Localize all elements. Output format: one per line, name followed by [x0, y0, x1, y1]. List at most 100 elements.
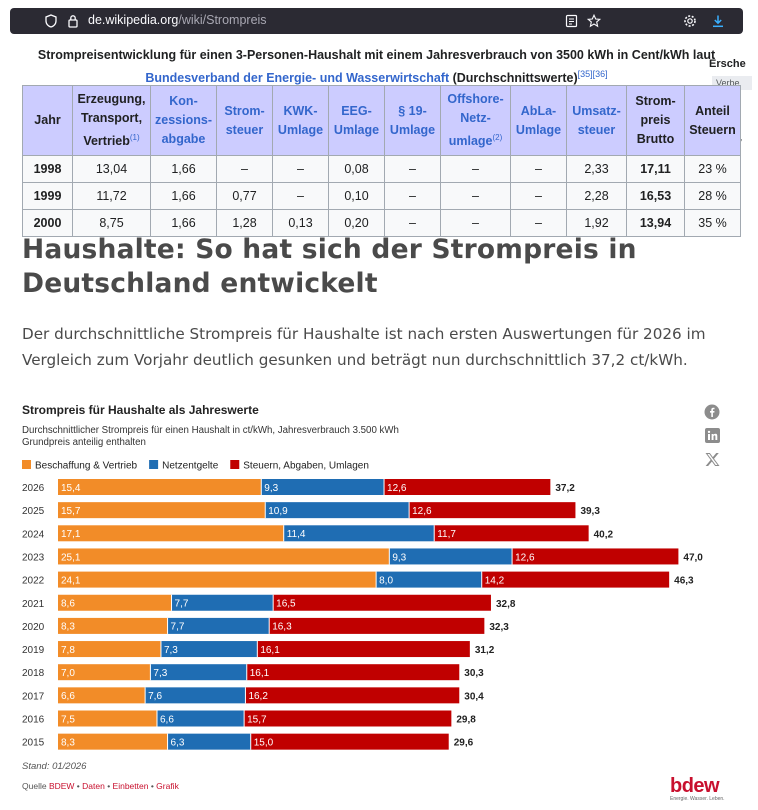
bar-segment: [512, 548, 679, 565]
table-header-label: Jahr: [34, 113, 61, 127]
bar-segment: [283, 525, 435, 542]
legend-label-0: Beschaffung & Vertrieb: [35, 461, 138, 472]
bar-value-label: 16,2: [248, 691, 268, 702]
bar-segment: [58, 687, 146, 704]
bar-segment: [58, 664, 151, 681]
url-text[interactable]: de.wikipedia.org/wiki/Strompreis: [88, 13, 267, 27]
source-link-einbetten[interactable]: Einbetten: [112, 781, 149, 791]
linkedin-icon[interactable]: [703, 426, 721, 444]
table-header-8[interactable]: AbLa-Umlage: [510, 85, 567, 156]
table-cell: –: [272, 155, 329, 183]
table-cell: 2,28: [566, 182, 627, 210]
settings-gear-icon[interactable]: [681, 12, 699, 30]
bar-segment: [409, 502, 576, 519]
bar-segment: [171, 594, 274, 611]
bar-segment: [58, 641, 161, 658]
reader-view-icon[interactable]: [562, 12, 580, 30]
year-tick-label: 2021: [22, 599, 45, 610]
table-header-9[interactable]: Umsatz-steuer: [566, 85, 627, 156]
source-link-daten[interactable]: Daten: [82, 781, 105, 791]
table-cell: 23 %: [684, 155, 741, 183]
bar-segment: [273, 594, 491, 611]
bar-value-label: 11,4: [287, 529, 306, 540]
table-header-2[interactable]: Kon-zessions-abgabe: [150, 85, 217, 156]
table-cell: 2,33: [566, 155, 627, 183]
bar-segment: [145, 687, 246, 704]
bar-value-label: 15,7: [247, 714, 267, 725]
source-link-grafik[interactable]: Grafik: [156, 781, 179, 791]
table-cell: 28 %: [684, 182, 741, 210]
bar-segment: [58, 479, 262, 495]
bar-total-label: 30,4: [464, 691, 484, 702]
bar-value-label: 25,1: [61, 552, 81, 563]
chart-subtitle-line-1: Durchschnittlicher Strompreis für einen …: [22, 425, 399, 436]
caption-suffix: (Durchschnittswerte): [449, 71, 578, 86]
year-tick-label: 2023: [22, 552, 45, 563]
table-header-ref[interactable]: (1): [129, 132, 140, 142]
caption-line-1: Strompreisentwicklung für einen 3-Person…: [37, 48, 716, 62]
table-cell: 35 %: [684, 209, 741, 237]
article-intro: Der durchschnittliche Strompreis für Hau…: [22, 325, 706, 369]
year-tick-label: 2015: [22, 738, 45, 749]
bar-value-label: 12,6: [515, 552, 535, 563]
table-header-label: KWK-Umlage: [277, 103, 324, 137]
table-cell: –: [384, 155, 441, 183]
bookmark-star-icon[interactable]: [585, 12, 603, 30]
side-panel-quote: ‚: [740, 132, 743, 143]
lock-icon[interactable]: [64, 12, 82, 30]
table-header-11: Anteil Steuern: [684, 85, 741, 156]
wiki-table-caption: Strompreisentwicklung für einen 3-Person…: [10, 46, 743, 88]
legend-swatch-0: [22, 460, 31, 469]
caption-refs[interactable]: [35][36]: [577, 69, 608, 79]
table-cell: 2000: [22, 209, 73, 237]
bar-segment: [245, 687, 460, 704]
bar-segment: [167, 733, 251, 750]
url-domain: de.wikipedia.org: [88, 13, 179, 27]
table-cell: 1,92: [566, 209, 627, 237]
table-header-row: Jahr Erzeugung, Transport, Vertrieb(1) Kon…: [22, 85, 741, 156]
table-header-5[interactable]: EEG-Umlage: [328, 85, 385, 156]
table-header-label: Kon-zessions-abgabe: [155, 94, 212, 146]
table-cell: 0,08: [328, 155, 385, 183]
bar-segment: [384, 479, 551, 495]
strompreis-table: Jahr Erzeugung, Transport, Vertrieb(1) Kon…: [22, 85, 741, 237]
bar-value-label: 6,6: [61, 691, 75, 702]
bar-total-label: 32,8: [496, 599, 516, 610]
table-cell: 1,66: [150, 182, 217, 210]
logo-tagline: Energie. Wasser. Leben.: [670, 796, 725, 802]
bar-segment: [246, 664, 460, 681]
bar-value-label: 6,3: [171, 737, 185, 748]
bar-segment: [58, 571, 377, 588]
chart-title: Strompreis für Haushalte als Jahreswerte: [22, 403, 259, 417]
bar-total-label: 31,2: [475, 645, 495, 656]
year-tick-label: 2026: [22, 483, 45, 494]
table-cell: 8,75: [72, 209, 151, 237]
browser-url-bar[interactable]: de.wikipedia.org/wiki/Strompreis: [10, 8, 743, 34]
shield-icon[interactable]: [42, 12, 60, 30]
table-cell: 1999: [22, 182, 73, 210]
bar-value-label: 15,7: [61, 506, 81, 517]
table-header-3[interactable]: Strom-steuer: [216, 85, 273, 156]
table-cell: 13,94: [626, 209, 685, 237]
bar-value-label: 14,2: [485, 575, 505, 586]
source-link-bdew[interactable]: BDEW: [48, 781, 75, 791]
table-header-7[interactable]: Offshore-Netz-umlage(2): [440, 85, 511, 156]
table-header-label: EEG-Umlage: [333, 103, 380, 137]
facebook-icon[interactable]: [703, 403, 721, 421]
table-header-4[interactable]: KWK-Umlage: [272, 85, 329, 156]
bdew-logo[interactable]: bdew Energie. Wasser. Leben.: [670, 776, 725, 802]
x-icon[interactable]: [703, 450, 721, 468]
table-header-ref[interactable]: (2): [492, 132, 503, 142]
bar-total-label: 29,8: [456, 715, 476, 726]
bar-segment: [58, 548, 390, 565]
bdew-link[interactable]: Bundesverband der Energie- und Wasserwir…: [145, 71, 450, 86]
table-header-6[interactable]: § 19-Umlage: [384, 85, 441, 156]
table-header-label: Erzeugung, Transport, Vertrieb: [77, 91, 146, 149]
bar-total-label: 30,3: [464, 668, 484, 679]
bar-segment: [257, 641, 470, 658]
legend-label-2: Steuern, Abgaben, Umlagen: [243, 461, 369, 472]
downloads-icon[interactable]: [709, 12, 727, 30]
bar-value-label: 8,0: [379, 575, 393, 586]
bar-value-label: 12,6: [387, 483, 407, 494]
table-cell: 1,28: [216, 209, 273, 237]
